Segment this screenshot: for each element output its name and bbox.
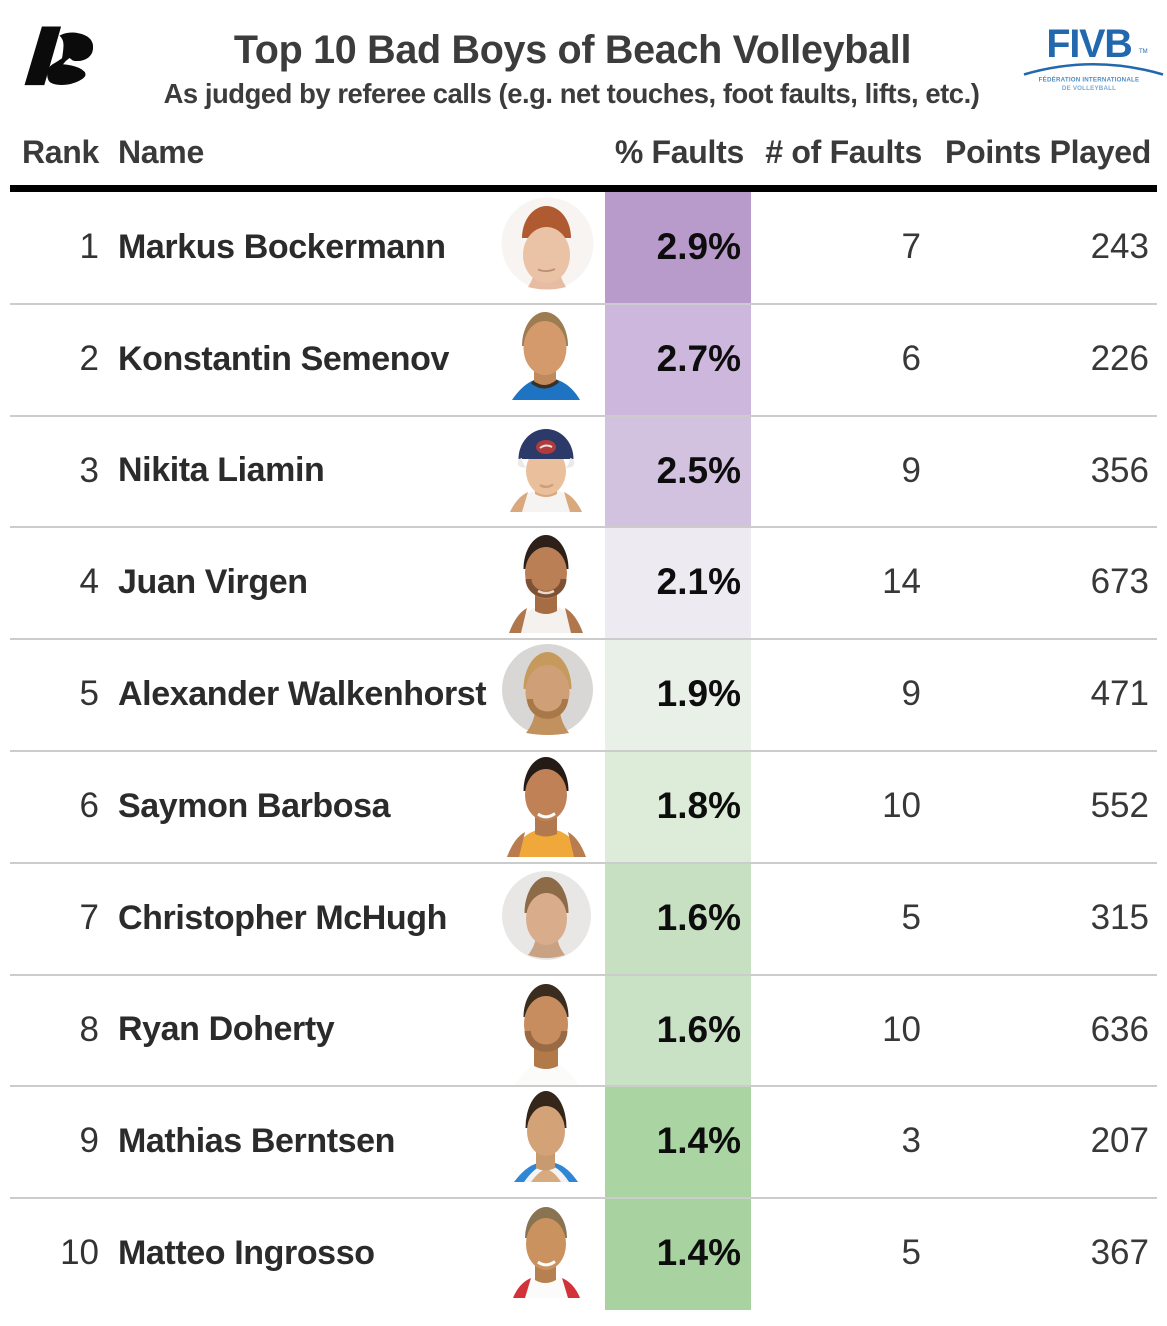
svg-text:DE VOLLEYBALL: DE VOLLEYBALL	[1062, 85, 1116, 92]
svg-text:FÉDÉRATION INTERNATIONALE: FÉDÉRATION INTERNATIONALE	[1039, 76, 1140, 84]
svg-text:FIVB: FIVB	[1046, 22, 1131, 66]
svg-text:TM: TM	[1139, 49, 1148, 55]
